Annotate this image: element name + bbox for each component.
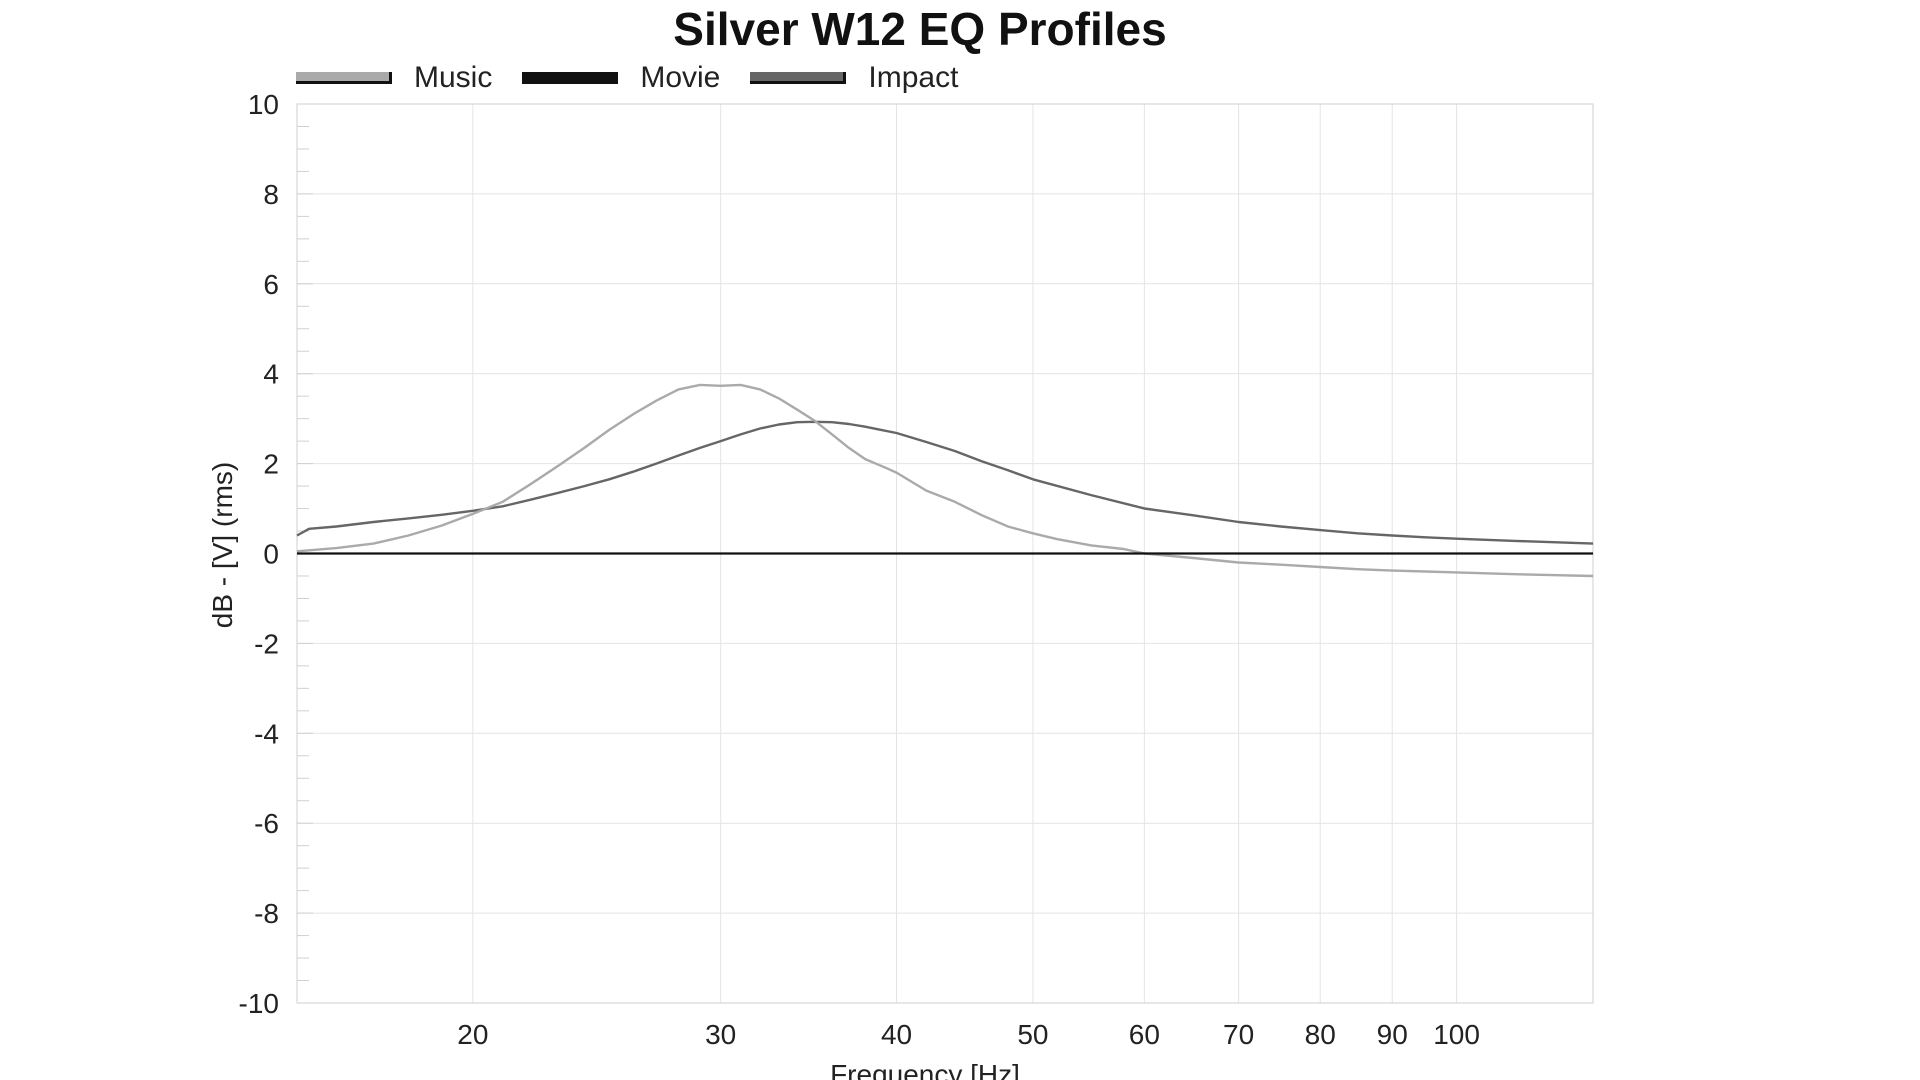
series-line-impact [296,420,1594,545]
x-tick-label: 90 [1377,1019,1408,1050]
legend-swatch-impact [750,72,847,84]
x-tick-label: 30 [705,1019,736,1050]
y-tick-label: 2 [263,449,279,480]
legend-item-impact: Impact [750,61,958,95]
x-tick-label: 70 [1223,1019,1254,1050]
y-tick-labels: -10 -8 -6 -4 -2 0 2 4 6 8 10 [239,89,279,1019]
y-tick-label: 10 [248,89,279,120]
legend-label-music: Music [414,61,493,94]
x-tick-label: 50 [1017,1019,1048,1050]
series-lines [296,383,1594,578]
x-axis-label: Frequency [Hz] [830,1059,1020,1080]
y-tick-label: 8 [263,179,279,210]
y-tick-label: -2 [254,628,279,659]
x-tick-label: 80 [1305,1019,1336,1050]
y-tick-label: -10 [239,988,279,1019]
y-tick-label: -6 [254,808,279,839]
y-tick-label: 0 [263,539,279,570]
x-tick-label: 20 [457,1019,488,1050]
y-tick-label: 6 [263,269,279,300]
x-tick-label: 100 [1433,1019,1480,1050]
y-tick-label: -4 [254,718,279,749]
legend-swatch-music [296,72,392,84]
legend-item-music: Music [296,61,492,95]
legend: Music Movie Impact [296,60,988,96]
legend-label-movie: Movie [640,61,721,94]
x-tick-label: 40 [881,1019,912,1050]
y-tick-label: 4 [263,359,279,390]
x-tick-labels: 20 30 40 50 60 70 80 90 100 [457,1019,1480,1050]
y-minor-ticks [297,103,313,1004]
series-line-music [296,383,1594,578]
y-tick-label: -8 [254,898,279,929]
y-axis-label: dB - [V] (rms) [207,462,238,628]
legend-label-impact: Impact [868,61,959,94]
chart-title: Silver W12 EQ Profiles [673,3,1167,55]
legend-item-movie: Movie [522,61,720,95]
legend-swatch-movie [522,72,619,84]
x-tick-label: 60 [1129,1019,1160,1050]
